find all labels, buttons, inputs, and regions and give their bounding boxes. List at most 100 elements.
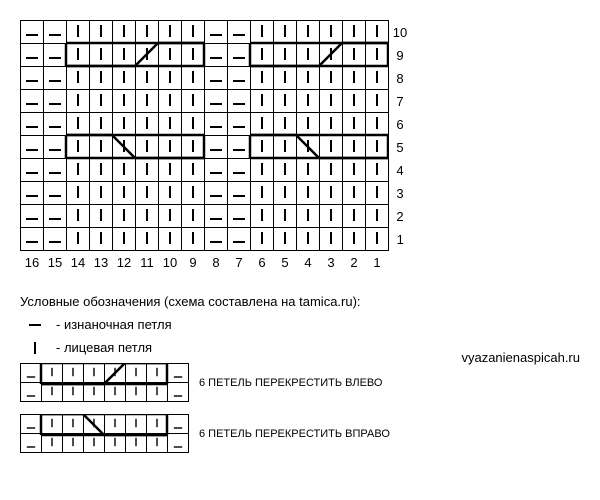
stitch-cell [205,228,228,251]
col-number: 12 [113,251,136,274]
stitch-cell [228,136,251,159]
legend-title: Условные обозначения (схема составлена н… [20,294,580,309]
stitch-cell [320,113,343,136]
stitch-cell [21,159,44,182]
stitch-cell [44,67,67,90]
stitch-cell [274,113,297,136]
stitch-cell [228,90,251,113]
stitch-cell [251,182,274,205]
col-number: 3 [320,251,343,274]
stitch-grid: 1098765432116151413121110987654321 [20,20,412,273]
stitch-cell [44,113,67,136]
stitch-cell [21,228,44,251]
stitch-cell [366,136,389,159]
col-number: 10 [159,251,182,274]
stitch-cell [21,90,44,113]
stitch-cell [90,228,113,251]
stitch-cell [251,113,274,136]
stitch-cell [90,159,113,182]
stitch-cell [113,44,136,67]
legend-cable-right: 6 ПЕТЕЛЬ ПЕРЕКРЕСТИТЬ ВПРАВО [20,414,580,453]
stitch-cell [113,205,136,228]
stitch-cell [297,159,320,182]
stitch-cell [90,90,113,113]
stitch-cell [297,21,320,44]
purl-icon [29,324,41,326]
stitch-cell [44,90,67,113]
stitch-cell [182,159,205,182]
stitch-cell [159,205,182,228]
stitch-cell [274,136,297,159]
stitch-cell [320,182,343,205]
legend-knit-label: - лицевая петля [56,340,152,355]
row-number: 8 [389,67,412,90]
stitch-cell [113,228,136,251]
stitch-cell [320,21,343,44]
stitch-cell [205,205,228,228]
stitch-cell [297,228,320,251]
stitch-cell [90,67,113,90]
stitch-cell [251,205,274,228]
stitch-cell [251,67,274,90]
stitch-cell [274,21,297,44]
row-number: 1 [389,228,412,251]
stitch-cell [159,113,182,136]
stitch-cell [274,67,297,90]
col-number: 15 [44,251,67,274]
stitch-cell [274,228,297,251]
stitch-cell [90,44,113,67]
stitch-cell [136,67,159,90]
stitch-cell [21,205,44,228]
stitch-cell [90,205,113,228]
stitch-cell [366,159,389,182]
stitch-cell [343,182,366,205]
stitch-cell [205,182,228,205]
stitch-cell [136,159,159,182]
stitch-cell [366,21,389,44]
stitch-cell [320,228,343,251]
row-number: 5 [389,136,412,159]
stitch-cell [44,159,67,182]
stitch-cell [205,90,228,113]
stitch-cell [274,44,297,67]
stitch-cell [343,113,366,136]
knitting-chart: 1098765432116151413121110987654321 [20,20,412,273]
stitch-cell [67,228,90,251]
stitch-cell [44,136,67,159]
stitch-cell [297,205,320,228]
col-number: 9 [182,251,205,274]
stitch-cell [320,67,343,90]
stitch-cell [90,182,113,205]
row-number: 9 [389,44,412,67]
stitch-cell [205,21,228,44]
stitch-cell [228,21,251,44]
stitch-cell [228,228,251,251]
stitch-cell [159,136,182,159]
stitch-cell [343,228,366,251]
stitch-cell [251,90,274,113]
cable-left-icon [20,363,189,402]
stitch-cell [205,113,228,136]
stitch-cell [44,44,67,67]
col-number: 5 [274,251,297,274]
stitch-cell [182,182,205,205]
legend-cable-left-label: 6 ПЕТЕЛЬ ПЕРЕКРЕСТИТЬ ВЛЕВО [199,377,382,389]
stitch-cell [297,44,320,67]
stitch-cell [297,182,320,205]
stitch-cell [136,136,159,159]
stitch-cell [113,67,136,90]
knit-icon [34,342,36,354]
stitch-cell [366,67,389,90]
stitch-cell [182,67,205,90]
stitch-cell [67,136,90,159]
stitch-cell [320,44,343,67]
stitch-cell [274,205,297,228]
stitch-cell [182,113,205,136]
stitch-cell [228,159,251,182]
stitch-cell [366,205,389,228]
stitch-cell [228,205,251,228]
col-number: 6 [251,251,274,274]
stitch-cell [320,136,343,159]
col-number: 14 [67,251,90,274]
stitch-cell [113,113,136,136]
